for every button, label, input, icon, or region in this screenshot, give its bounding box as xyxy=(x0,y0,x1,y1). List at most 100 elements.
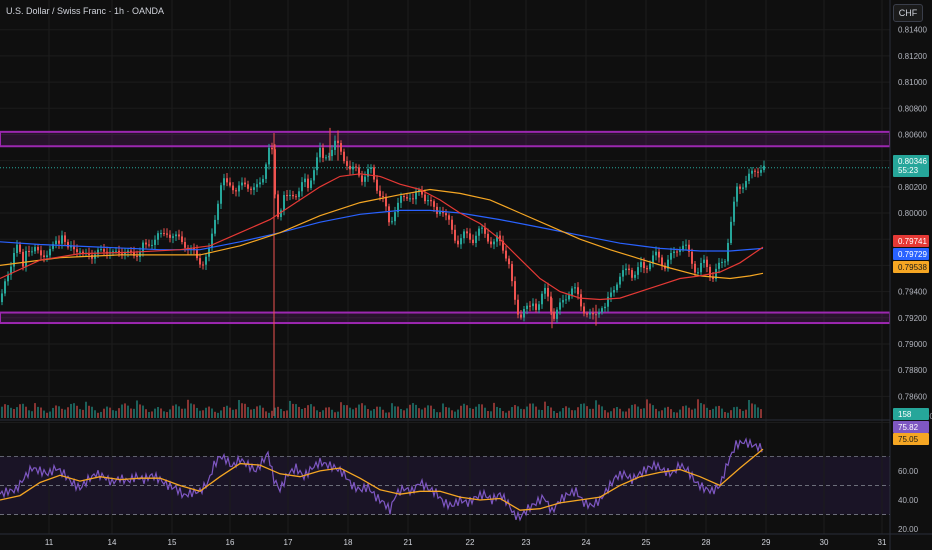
volume-bar xyxy=(604,410,606,418)
candle-body xyxy=(76,249,78,253)
candle-body xyxy=(367,169,369,177)
volume-bar xyxy=(325,407,327,418)
volume-bar xyxy=(250,409,252,418)
volume-bar xyxy=(493,402,495,418)
volume-bar xyxy=(565,406,567,418)
candle-body xyxy=(379,190,381,197)
volume-bar xyxy=(73,403,75,418)
volume-bar xyxy=(70,403,72,418)
volume-bar xyxy=(532,403,534,418)
time-tick-label: 29 xyxy=(762,538,771,547)
volume-bar xyxy=(91,406,93,418)
volume-bar xyxy=(157,407,159,418)
volume-bar xyxy=(217,412,219,418)
candle-body xyxy=(148,244,150,246)
candle-body xyxy=(16,244,18,254)
candle-body xyxy=(616,284,618,291)
currency-button[interactable]: CHF xyxy=(893,4,923,22)
candle-body xyxy=(493,241,495,245)
price-tick-label: 0.79400 xyxy=(898,288,927,297)
volume-bar xyxy=(229,407,231,418)
price-tick-label: 0.78800 xyxy=(898,366,927,375)
candle-body xyxy=(427,200,429,202)
volume-bar xyxy=(55,405,57,418)
volume-bar xyxy=(190,403,192,418)
volume-bar xyxy=(394,406,396,418)
price-tick-label: 0.79200 xyxy=(898,314,927,323)
price-tick-label: 0.81200 xyxy=(898,52,927,61)
volume-bar xyxy=(331,409,333,418)
candle-body xyxy=(664,265,666,269)
candle-body xyxy=(112,251,114,253)
volume-bar xyxy=(40,407,42,418)
volume-bar xyxy=(709,409,711,418)
volume-bar xyxy=(61,408,63,418)
volume-bar xyxy=(601,406,603,418)
volume-bar xyxy=(757,407,759,418)
volume-bar xyxy=(472,408,474,418)
candle-body xyxy=(745,180,747,188)
candle-body xyxy=(661,257,663,266)
volume-bar xyxy=(220,410,222,418)
volume-bar xyxy=(535,406,537,418)
candle-body xyxy=(658,251,660,258)
volume-bar xyxy=(262,407,264,418)
volume-bar xyxy=(559,411,561,418)
candle-body xyxy=(295,196,297,198)
support-zone[interactable] xyxy=(0,311,891,325)
candle-body xyxy=(688,244,690,252)
volume-bar xyxy=(739,409,741,418)
ema-red-badge-bg xyxy=(893,235,929,247)
candle-body xyxy=(376,179,378,191)
candle-body xyxy=(763,165,765,171)
candle-body xyxy=(67,241,69,248)
candle-body xyxy=(529,305,531,307)
candle-body xyxy=(385,196,387,207)
candle-body xyxy=(175,234,177,237)
volume-bar xyxy=(301,408,303,418)
volume-bar xyxy=(541,409,543,418)
volume-bar xyxy=(445,407,447,418)
volume-bar xyxy=(658,411,660,418)
candle-body xyxy=(163,233,165,235)
volume-bar xyxy=(712,408,714,418)
candle-body xyxy=(640,262,642,268)
ema-orange-line xyxy=(0,188,764,280)
candle-body xyxy=(643,262,645,269)
candle-body xyxy=(301,182,303,192)
volume-bar xyxy=(685,405,687,418)
candle-body xyxy=(130,250,132,252)
volume-bar xyxy=(238,399,240,418)
volume-bar xyxy=(634,404,636,418)
volume-bar xyxy=(328,407,330,418)
volume-bar xyxy=(49,411,51,418)
candle-body xyxy=(403,196,405,198)
volume-bar xyxy=(223,406,225,418)
volume-bar xyxy=(115,410,117,418)
volume-bar xyxy=(670,409,672,418)
last-price-badge-countdown: 55:23 xyxy=(898,166,919,175)
ema-red-line xyxy=(0,173,764,301)
time-tick-label: 14 xyxy=(108,538,117,547)
candle-body xyxy=(4,281,6,294)
candle-body xyxy=(127,250,129,253)
resistance-zone[interactable] xyxy=(0,130,891,148)
volume-bar xyxy=(637,406,639,418)
time-tick-label: 16 xyxy=(226,538,235,547)
volume-bar xyxy=(481,404,483,418)
candle-body xyxy=(502,240,504,251)
candle-body xyxy=(589,312,591,315)
candle-body xyxy=(652,255,654,264)
candle-body xyxy=(37,247,39,251)
volume-bar xyxy=(760,409,762,418)
candle-body xyxy=(247,184,249,189)
volume-bar xyxy=(613,408,615,418)
candle-body xyxy=(166,233,168,235)
volume-bar xyxy=(136,400,138,418)
ema-blue-line xyxy=(0,209,764,252)
volume-bar xyxy=(34,403,36,418)
volume-bar xyxy=(544,401,546,418)
volume-bar xyxy=(193,404,195,418)
